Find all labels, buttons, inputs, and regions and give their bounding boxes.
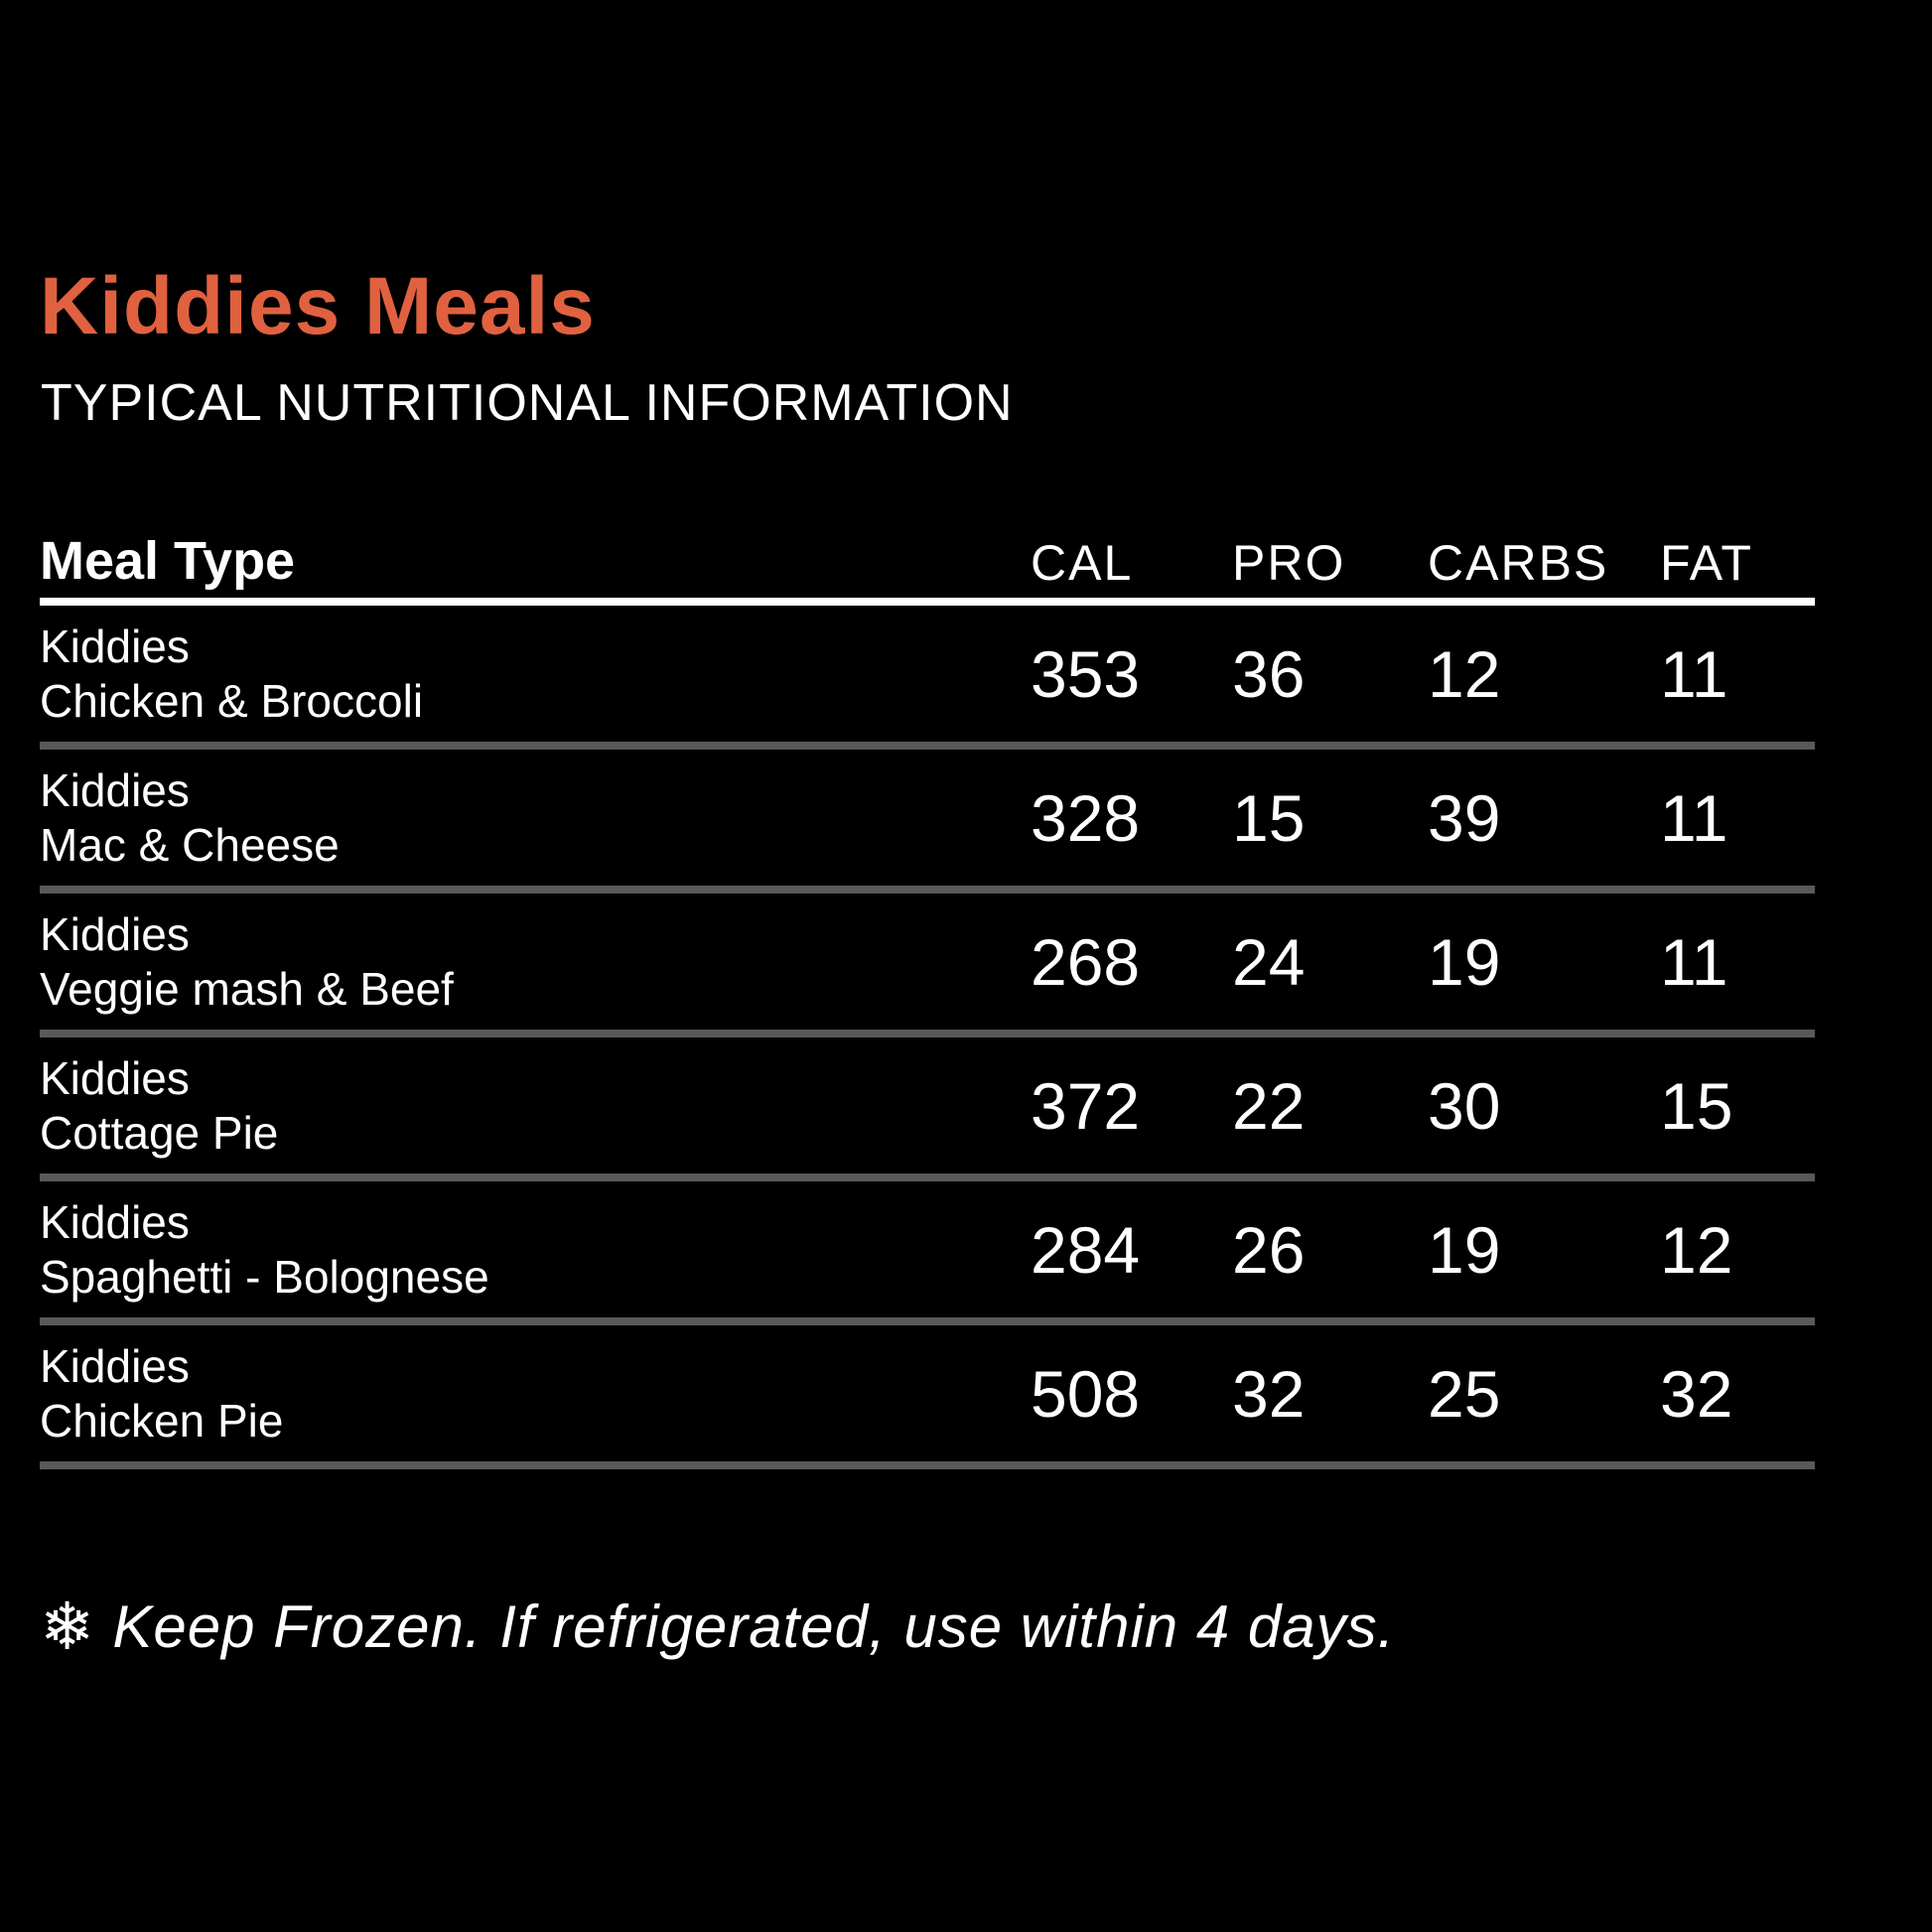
row-divider [40,886,1815,894]
table-header-row: Meal Type CAL PRO CARBS FAT [40,516,1815,598]
row-divider [40,742,1815,750]
meal-name-line2: Chicken Pie [40,1394,284,1447]
table-row: Kiddies Spaghetti - Bolognese 284 26 19 … [40,1181,1815,1317]
nutrition-table: Meal Type CAL PRO CARBS FAT Kiddies Chic… [40,516,1815,1469]
meal-name: Kiddies Cottage Pie [40,1051,1031,1161]
meal-name-line1: Kiddies [40,620,190,672]
cal-value: 508 [1031,1356,1141,1431]
carbs-value: 19 [1428,1212,1501,1287]
row-divider [40,1317,1815,1325]
fat-value: 11 [1660,780,1728,855]
meal-name-line2: Cottage Pie [40,1106,279,1159]
storage-note: ❄ Keep Frozen. If refrigerated, use with… [40,1594,1395,1660]
page-title: Kiddies Meals [40,261,596,351]
column-header-meal-type: Meal Type [40,531,296,591]
meal-name-line1: Kiddies [40,1195,190,1248]
pro-value: 22 [1232,1068,1306,1143]
meal-name-line1: Kiddies [40,907,190,960]
meal-name-line1: Kiddies [40,763,190,816]
meal-name-line2: Veggie mash & Beef [40,962,454,1015]
table-row: Kiddies Veggie mash & Beef 268 24 19 11 [40,894,1815,1030]
meal-name: Kiddies Spaghetti - Bolognese [40,1195,1031,1305]
meal-name: Kiddies Mac & Cheese [40,763,1031,873]
page-subtitle: TYPICAL NUTRITIONAL INFORMATION [41,374,1014,432]
carbs-value: 25 [1428,1356,1501,1431]
column-header-fat: FAT [1660,535,1753,591]
meal-name: Kiddies Chicken & Broccoli [40,620,1031,729]
table-row: Kiddies Chicken Pie 508 32 25 32 [40,1325,1815,1461]
table-row: Kiddies Chicken & Broccoli 353 36 12 11 [40,606,1815,742]
pro-value: 26 [1232,1212,1306,1287]
column-header-carbs: CARBS [1428,535,1609,591]
meal-name: Kiddies Chicken Pie [40,1339,1031,1449]
pro-value: 36 [1232,636,1306,711]
fat-value: 11 [1660,636,1728,711]
carbs-value: 39 [1428,780,1501,855]
meal-name-line1: Kiddies [40,1339,190,1392]
fat-value: 11 [1660,924,1728,999]
snowflake-icon: ❄ [40,1588,95,1665]
table-row: Kiddies Cottage Pie 372 22 30 15 [40,1037,1815,1173]
meal-name-line2: Spaghetti - Bolognese [40,1250,489,1303]
header-separator-line [40,598,1815,606]
cal-value: 353 [1031,636,1141,711]
row-divider [40,1173,1815,1181]
carbs-value: 30 [1428,1068,1501,1143]
meal-name-line2: Mac & Cheese [40,818,340,871]
carbs-value: 12 [1428,636,1501,711]
meal-name: Kiddies Veggie mash & Beef [40,907,1031,1017]
pro-value: 15 [1232,780,1306,855]
pro-value: 32 [1232,1356,1306,1431]
row-divider [40,1030,1815,1037]
fat-value: 12 [1660,1212,1733,1287]
row-divider [40,1461,1815,1469]
meal-name-line2: Chicken & Broccoli [40,674,424,727]
fat-value: 15 [1660,1068,1733,1143]
carbs-value: 19 [1428,924,1501,999]
meal-name-line1: Kiddies [40,1051,190,1104]
table-row: Kiddies Mac & Cheese 328 15 39 11 [40,750,1815,886]
cal-value: 372 [1031,1068,1141,1143]
column-header-cal: CAL [1031,535,1134,591]
cal-value: 268 [1031,924,1141,999]
cal-value: 284 [1031,1212,1141,1287]
fat-value: 32 [1660,1356,1733,1431]
cal-value: 328 [1031,780,1141,855]
pro-value: 24 [1232,924,1306,999]
column-header-pro: PRO [1232,535,1346,591]
storage-note-text: Keep Frozen. If refrigerated, use within… [112,1593,1396,1660]
